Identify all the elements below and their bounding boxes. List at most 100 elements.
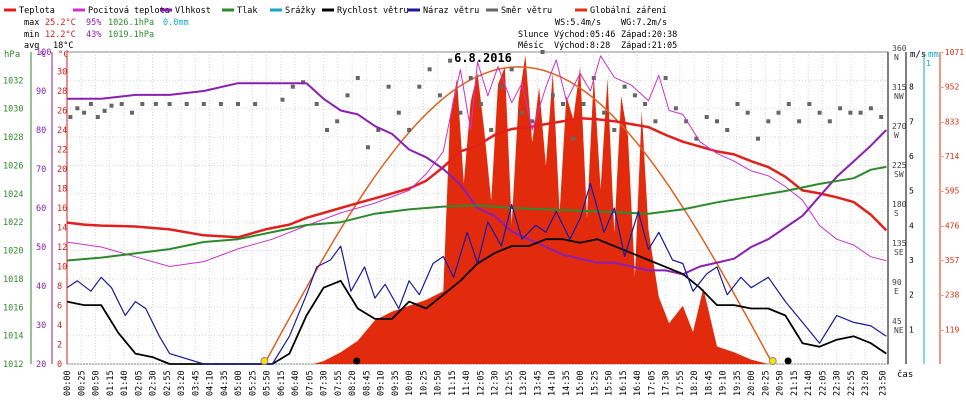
wind-direction-point [280, 97, 285, 102]
radiation-tick-label: -238 [940, 291, 959, 300]
wind-direction-point [735, 102, 740, 106]
legend-label: Teplota [19, 6, 55, 16]
wind-direction-point [458, 110, 463, 115]
x-tick-label: 13:20 [519, 370, 529, 396]
temperature-tick-label: 30 [57, 68, 67, 78]
x-tick-label: 14:35 [562, 370, 572, 396]
x-tick-label: 09:10 [377, 370, 387, 396]
wind-direction-point [520, 110, 524, 115]
stats-max-press: 1026.1hPa [108, 18, 154, 28]
pressure-unit: hPa [4, 50, 20, 60]
x-tick-label: 13:45 [533, 370, 543, 396]
stats-avg-temp: 18°C [53, 41, 73, 51]
temperature-tick-label: 26 [57, 107, 67, 117]
stats-avg-label: avg [24, 41, 39, 51]
humidity-tick-label: 50 [36, 243, 46, 253]
temperature-tick-label: 28 [57, 87, 67, 97]
x-tick-label: 07:30 [320, 370, 330, 396]
wind-direction-point [827, 119, 832, 124]
wind-direction-point [366, 145, 370, 150]
wind-direction-point [201, 102, 206, 106]
moon-rise: Východ:8:28 [554, 41, 610, 51]
wind-direction-point [725, 128, 730, 132]
radiation-tick-label: -357 [940, 256, 959, 265]
humidity-tick-label: 20 [36, 360, 46, 370]
wind-ws: WS:5.4m/s [555, 18, 601, 28]
wind-direction-point [817, 110, 822, 115]
x-tick-label: 19:10 [719, 370, 729, 396]
wind-direction-point [797, 119, 802, 124]
temperature-tick-label: 20 [57, 165, 67, 175]
legend-label: Náraz větru [423, 6, 479, 16]
wind-direction-compass-label: S [894, 209, 899, 218]
wind-direction-point [427, 67, 432, 72]
wind-direction-point [653, 119, 658, 124]
sun-rise: Východ:05:46 [554, 30, 615, 40]
humidity-tick-label: 100 [36, 48, 51, 58]
wind-direction-compass-label: NE [894, 326, 904, 335]
wind-direction-point [82, 110, 87, 115]
wind-speed-tick-label: 8 [909, 83, 914, 92]
legend: Teplota Pocitová teplota Vlhkost Tlak Srážky… [4, 6, 667, 16]
x-tick-label: 16:15 [619, 370, 629, 396]
wind-direction-tick-label: 360 [892, 44, 907, 53]
x-tick-label: 11:15 [448, 370, 458, 396]
pressure-tick-label: 1028 [3, 133, 23, 143]
wind-direction-point [868, 106, 873, 111]
pressure-tick-label: 1018 [3, 275, 23, 285]
radiation-area [67, 55, 887, 364]
wind-direction-point [643, 102, 648, 106]
radiation-tick-label: -476 [940, 221, 959, 230]
series-line [66, 55, 887, 267]
humidity-tick-label: 30 [36, 321, 46, 331]
rain-unit: mm [928, 50, 939, 60]
wind-direction-point [345, 93, 350, 98]
wind-direction-point [468, 76, 473, 80]
wind-direction-tick-label: 315 [892, 83, 907, 92]
moon-set: Západ:21:05 [621, 41, 677, 51]
humidity-tick-label: 60 [36, 204, 46, 214]
wind-direction-point [684, 119, 689, 124]
series-line [66, 165, 887, 262]
x-tick-label: 15:25 [590, 370, 600, 396]
wind-direction-tick-label: 45 [892, 317, 902, 326]
temperature-tick-label: 24 [57, 126, 67, 136]
radiation-tick-label: -833 [940, 117, 959, 126]
radiation-tick-label: -595 [940, 187, 959, 196]
temperature-tick-label: 6 [57, 302, 62, 312]
stats-min-hum: 43% [86, 30, 101, 40]
wind-direction-point [550, 93, 555, 98]
x-tick-label: 05:50 [263, 370, 273, 396]
humidity-tick-label: 70 [36, 165, 46, 175]
x-tick-label: 12:30 [491, 370, 501, 396]
x-tick-label: 17:05 [647, 370, 657, 396]
wind-direction-point [756, 136, 760, 141]
stats-max-rain: 0.0mm [163, 18, 189, 28]
wind-direction-compass-label: W [894, 131, 899, 140]
wind-direction-point [88, 102, 93, 106]
wind-direction-point [130, 110, 134, 115]
wind-direction-point [236, 102, 240, 106]
wind-direction-point [786, 102, 791, 106]
x-tick-label: 06:15 [277, 370, 287, 396]
wind-direction-point [314, 102, 319, 106]
x-tick-label: 22:55 [847, 370, 857, 396]
stats-min-label: min [24, 30, 39, 40]
wind-direction-point [437, 93, 442, 98]
x-tick-label: 15:00 [576, 370, 586, 396]
x-axis-label: čas [897, 369, 913, 380]
wind-direction-tick-label: 90 [892, 278, 902, 287]
series-line [66, 183, 887, 365]
radiation-tick-label: -119 [940, 325, 959, 334]
wind-direction-point [184, 102, 189, 106]
wind-direction-point [879, 115, 884, 119]
wind-direction-point [448, 58, 453, 63]
stats-max-temp: 25.2°C [45, 18, 76, 28]
x-tick-label: 01:40 [120, 370, 130, 396]
stats-panel: max 25.2°C 95% 1026.1hPa 0.0mm min 12.2°… [24, 18, 677, 51]
wind-direction-point [153, 102, 158, 106]
legend-label: Srážky [285, 6, 316, 16]
wind-direction-point [218, 102, 223, 106]
wind-direction-point [407, 128, 412, 132]
